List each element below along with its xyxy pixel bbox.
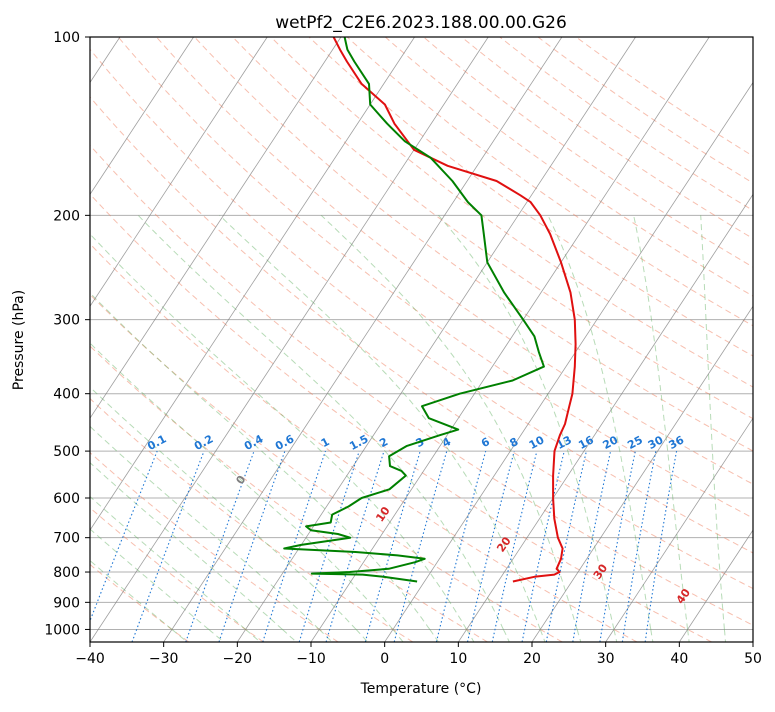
y-tick-label: 500 bbox=[53, 444, 80, 460]
x-tick-label: 40 bbox=[670, 651, 688, 667]
x-tick-label: −10 bbox=[296, 651, 326, 667]
x-tick-label: 50 bbox=[744, 651, 762, 667]
y-tick-label: 800 bbox=[53, 565, 80, 581]
x-tick-label: −40 bbox=[75, 651, 105, 667]
chart-title: wetPf2_C2E6.2023.188.00.00.G26 bbox=[275, 13, 567, 33]
y-tick-label: 400 bbox=[53, 387, 80, 403]
y-tick-label: 1000 bbox=[44, 622, 80, 638]
y-tick-label: 200 bbox=[53, 208, 80, 224]
x-axis-label: Temperature (°C) bbox=[360, 681, 482, 697]
y-axis-label: Pressure (hPa) bbox=[11, 290, 27, 390]
y-tick-label: 100 bbox=[53, 30, 80, 46]
y-tick-label: 600 bbox=[53, 491, 80, 507]
y-tick-label: 300 bbox=[53, 313, 80, 329]
x-tick-label: −30 bbox=[149, 651, 179, 667]
x-tick-label: 30 bbox=[597, 651, 615, 667]
x-tick-label: 10 bbox=[449, 651, 467, 667]
x-tick-label: 0 bbox=[380, 651, 389, 667]
y-tick-label: 900 bbox=[53, 595, 80, 611]
x-tick-label: 20 bbox=[523, 651, 541, 667]
y-tick-label: 700 bbox=[53, 531, 80, 547]
x-tick-label: −20 bbox=[223, 651, 253, 667]
